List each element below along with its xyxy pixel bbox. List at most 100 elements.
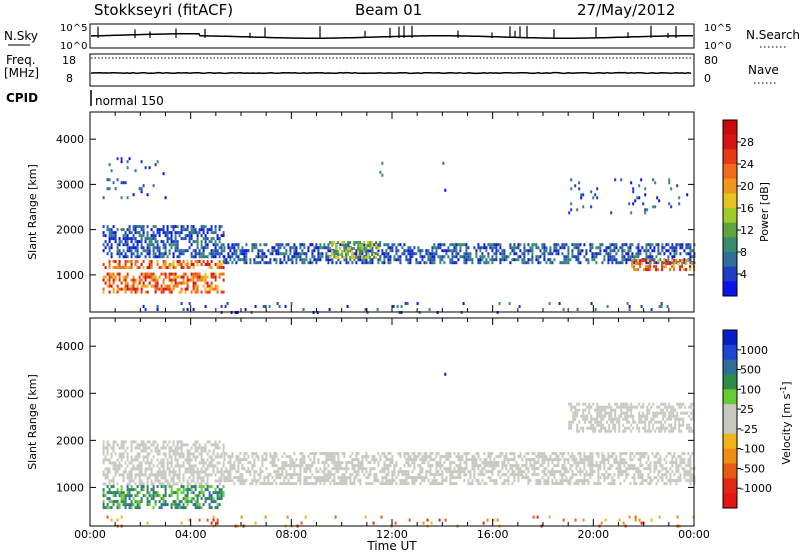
data-cell bbox=[291, 255, 294, 259]
data-cell bbox=[192, 284, 195, 288]
data-cell bbox=[623, 470, 626, 474]
data-cell bbox=[333, 455, 336, 459]
data-cell bbox=[471, 458, 474, 462]
data-cell bbox=[439, 246, 442, 250]
data-cell bbox=[305, 482, 308, 486]
data-cell bbox=[214, 252, 217, 256]
data-cell bbox=[489, 246, 492, 250]
data-cell bbox=[124, 290, 127, 294]
data-cell bbox=[389, 452, 392, 456]
data-cell bbox=[180, 464, 183, 468]
data-cell bbox=[178, 255, 181, 259]
data-cell bbox=[184, 467, 187, 471]
data-cell bbox=[631, 458, 634, 462]
data-cell bbox=[675, 470, 678, 474]
data-cell bbox=[349, 461, 352, 465]
data-cell bbox=[403, 473, 406, 477]
data-cell bbox=[614, 417, 617, 421]
data-cell bbox=[531, 243, 534, 247]
data-cell bbox=[303, 467, 306, 471]
data-cell bbox=[138, 500, 141, 504]
ytick-label: 1000 bbox=[56, 481, 84, 494]
data-cell bbox=[669, 482, 672, 486]
data-cell bbox=[533, 473, 536, 477]
data-cell bbox=[592, 417, 595, 421]
data-cell bbox=[653, 455, 656, 459]
data-cell bbox=[604, 405, 607, 409]
data-cell bbox=[631, 252, 634, 256]
data-cell bbox=[625, 467, 628, 471]
data-cell bbox=[319, 246, 322, 250]
data-cell bbox=[692, 429, 695, 433]
data-cell bbox=[359, 464, 362, 468]
data-cell bbox=[547, 470, 550, 474]
data-cell bbox=[604, 408, 607, 412]
data-cell bbox=[613, 243, 616, 247]
data-cell bbox=[126, 228, 129, 232]
data-cell bbox=[619, 464, 622, 468]
data-cell bbox=[399, 243, 402, 247]
data-cell bbox=[110, 234, 113, 238]
noise-trace bbox=[91, 25, 693, 39]
data-cell bbox=[112, 266, 115, 269]
data-cell bbox=[291, 464, 294, 468]
data-cell bbox=[610, 411, 613, 415]
data-cell bbox=[393, 479, 396, 483]
data-cell bbox=[331, 244, 334, 247]
data-cell bbox=[685, 479, 688, 483]
data-cell bbox=[421, 255, 424, 259]
data-cell bbox=[285, 461, 288, 465]
data-cell bbox=[423, 476, 426, 480]
data-cell bbox=[519, 249, 522, 253]
data-cell bbox=[477, 479, 480, 483]
data-cell bbox=[457, 476, 460, 480]
data-cell bbox=[245, 479, 248, 483]
velocity-scatter bbox=[102, 372, 696, 528]
data-cell bbox=[601, 473, 604, 477]
data-cell bbox=[580, 196, 583, 200]
data-cell bbox=[600, 429, 603, 433]
data-cell bbox=[457, 455, 460, 459]
data-cell bbox=[655, 464, 658, 468]
data-cell bbox=[130, 278, 133, 282]
data-cell bbox=[142, 488, 145, 492]
data-cell bbox=[222, 491, 225, 495]
data-cell bbox=[174, 234, 177, 238]
data-cell bbox=[642, 414, 645, 418]
data-cell bbox=[585, 458, 588, 462]
data-cell bbox=[689, 476, 692, 480]
data-cell bbox=[685, 243, 688, 247]
data-cell bbox=[367, 461, 370, 465]
data-cell bbox=[118, 494, 121, 498]
data-cell bbox=[319, 479, 322, 483]
freq-trace bbox=[90, 71, 692, 75]
data-cell bbox=[685, 473, 688, 477]
data-cell bbox=[620, 402, 623, 406]
data-cell bbox=[594, 408, 597, 412]
data-cell bbox=[345, 255, 348, 259]
data-cell bbox=[122, 443, 125, 447]
data-cell bbox=[154, 500, 157, 504]
data-cell bbox=[481, 246, 484, 250]
data-cell bbox=[387, 464, 390, 468]
data-cell bbox=[168, 272, 171, 276]
data-cell bbox=[154, 225, 157, 229]
data-cell bbox=[363, 455, 366, 459]
data-cell bbox=[639, 458, 642, 462]
data-cell bbox=[235, 470, 238, 474]
data-cell bbox=[543, 455, 546, 459]
data-cell bbox=[202, 503, 205, 507]
data-cell bbox=[537, 458, 540, 462]
data-cell bbox=[652, 426, 655, 430]
data-cell bbox=[596, 414, 599, 418]
data-cell bbox=[329, 473, 332, 477]
data-cell bbox=[547, 252, 550, 256]
data-cell bbox=[182, 443, 185, 447]
data-cell bbox=[495, 464, 498, 468]
data-cell bbox=[539, 452, 542, 456]
data-cell bbox=[174, 503, 177, 507]
data-cell bbox=[596, 420, 599, 424]
data-cell bbox=[659, 476, 662, 480]
data-cell bbox=[112, 290, 115, 294]
data-cell bbox=[130, 449, 133, 453]
